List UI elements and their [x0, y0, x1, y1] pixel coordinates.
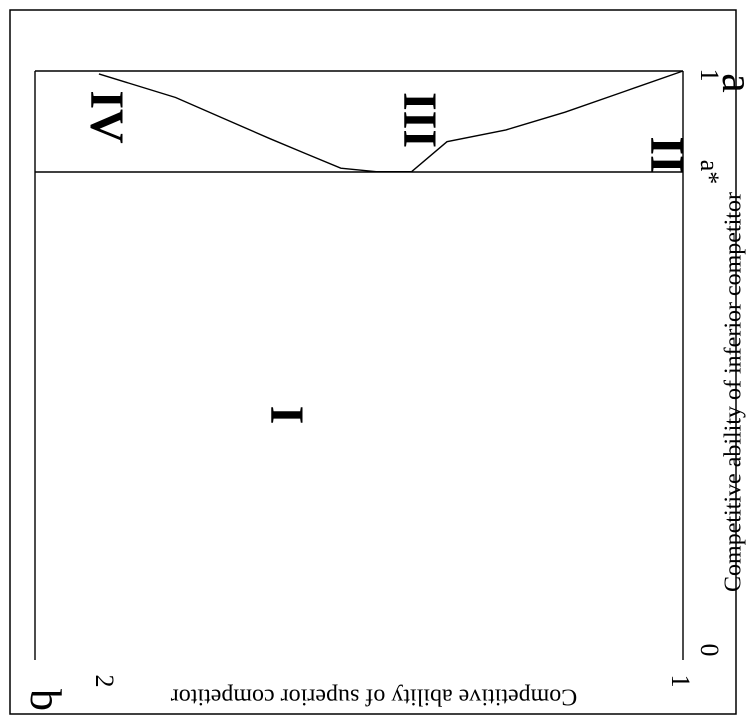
axis-a-tick-1: 1 [695, 69, 724, 82]
panel-label-a: a [713, 73, 747, 93]
axis-a-tick-0: 0 [695, 644, 724, 657]
axis-b-title: Competitive ability of superior competit… [171, 683, 578, 709]
axis-b-tick-1: 1 [666, 675, 695, 688]
region-label-i: I [260, 406, 313, 425]
region-label-iv: IV [80, 90, 133, 144]
figure-border [9, 9, 737, 715]
boundary-curve [98, 70, 684, 173]
region-label-iii: III [393, 92, 446, 148]
axis-a-title: Competitive ability of inferior competit… [721, 192, 747, 592]
panel-label-b: b [21, 689, 70, 711]
region-label-ii: II [640, 136, 693, 173]
axis-b-tick-2: 2 [90, 675, 119, 688]
axis-a-tick-a-star: a* [695, 160, 724, 185]
